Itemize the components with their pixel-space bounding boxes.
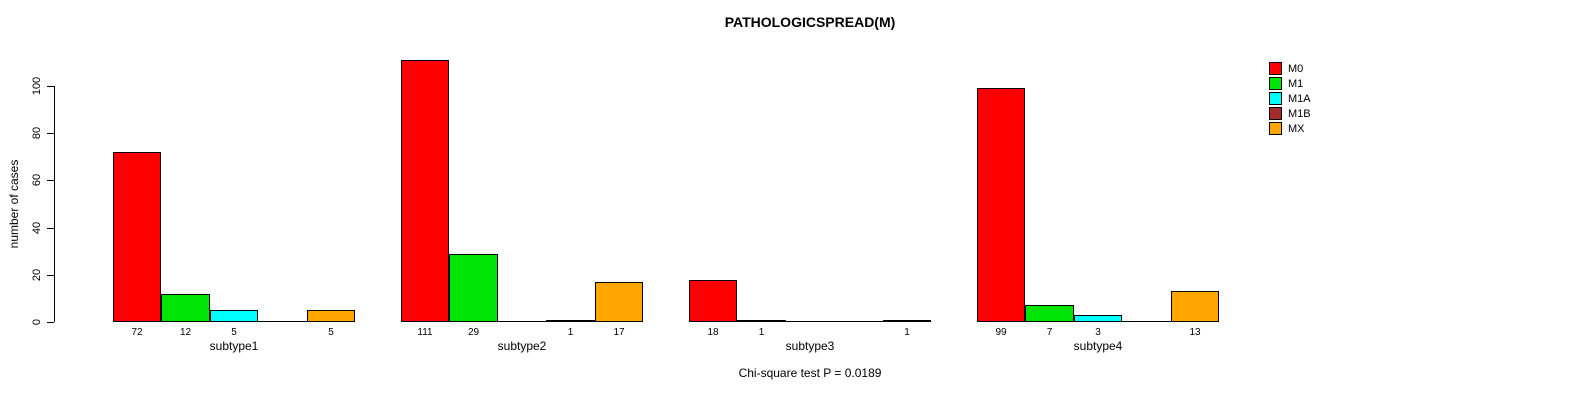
legend-swatch-m1 (1269, 77, 1282, 90)
legend-swatch-m1a (1269, 92, 1282, 105)
legend-item-m1: M1 (1269, 76, 1311, 91)
bar-m1-subtype3 (737, 320, 786, 322)
bar-m1a-subtype4 (1074, 315, 1122, 322)
legend-label: M1B (1288, 107, 1311, 120)
bar-m0-subtype3 (689, 280, 737, 322)
bar-mx-subtype4 (1171, 291, 1219, 322)
bar-value-label: 7 (1046, 327, 1053, 338)
legend-swatch-mx (1269, 122, 1282, 135)
bar-m1a-subtype1 (210, 310, 258, 322)
legend-swatch-m0 (1269, 62, 1282, 75)
legend-item-mx: MX (1269, 121, 1311, 136)
legend-label: MX (1288, 122, 1305, 135)
bar-value-label: 5 (328, 327, 334, 338)
chi-square-annotation: Chi-square test P = 0.0189 (738, 366, 882, 380)
bar-value-label: 29 (467, 327, 480, 338)
legend-item-m0: M0 (1269, 61, 1311, 76)
bar-value-label: 99 (995, 327, 1007, 338)
bar-mx-subtype2 (595, 282, 643, 322)
bar-m1b-subtype2 (546, 320, 595, 322)
y-tick (47, 180, 54, 181)
legend-label: M1A (1288, 92, 1311, 105)
bar-m0-subtype1 (113, 152, 161, 322)
bar-mx-subtype3 (883, 320, 931, 322)
bar-zero-m1a-subtype3 (786, 321, 834, 322)
y-tick (47, 275, 54, 276)
y-tick (47, 133, 54, 134)
y-tick (47, 228, 54, 229)
bar-m0-subtype4 (977, 88, 1025, 322)
legend: M0 M1 M1A M1B MX (1269, 61, 1311, 136)
category-label-subtype2: subtype2 (497, 339, 547, 353)
bar-m0-subtype2 (401, 60, 449, 322)
y-tick-label: 0 (31, 318, 43, 326)
category-label-subtype1: subtype1 (209, 339, 259, 353)
y-tick-label: 60 (31, 173, 43, 187)
bar-value-label: 5 (231, 327, 237, 338)
y-tick-label: 80 (31, 126, 43, 140)
bar-value-label: 111 (417, 327, 433, 338)
bar-zero-m1a-subtype2 (498, 321, 546, 322)
bar-zero-m1b-subtype4 (1122, 321, 1171, 322)
bar-mx-subtype1 (307, 310, 355, 322)
bar-value-label: 3 (1095, 327, 1101, 338)
bar-value-label: 1 (758, 327, 765, 338)
bar-zero-m1b-subtype3 (834, 321, 883, 322)
bar-value-label: 72 (131, 327, 143, 338)
bar-zero-m1b-subtype1 (258, 321, 307, 322)
category-label-subtype4: subtype4 (1073, 339, 1123, 353)
bar-value-label: 1 (567, 327, 574, 338)
category-label-subtype3: subtype3 (785, 339, 835, 353)
legend-item-m1a: M1A (1269, 91, 1311, 106)
y-tick-label: 100 (31, 76, 43, 96)
legend-item-m1b: M1B (1269, 106, 1311, 121)
bar-value-label: 18 (707, 327, 719, 338)
y-tick-label: 40 (31, 221, 43, 235)
legend-label: M0 (1288, 62, 1304, 75)
legend-swatch-m1b (1269, 107, 1282, 120)
bar-value-label: 17 (613, 327, 625, 338)
bar-m1-subtype1 (161, 294, 210, 322)
y-tick-label: 20 (31, 268, 43, 282)
y-tick (47, 322, 54, 323)
y-tick (47, 86, 54, 87)
y-axis-title: number of cases (7, 159, 21, 249)
legend-label: M1 (1288, 77, 1304, 90)
bar-value-label: 1 (904, 327, 910, 338)
bar-m1-subtype2 (449, 254, 498, 322)
bar-value-label: 13 (1189, 327, 1201, 338)
bar-m1-subtype4 (1025, 305, 1074, 322)
y-axis-line (54, 86, 55, 322)
bar-value-label: 12 (179, 327, 192, 338)
chart-title: PATHOLOGICSPREAD(M) (724, 14, 896, 30)
